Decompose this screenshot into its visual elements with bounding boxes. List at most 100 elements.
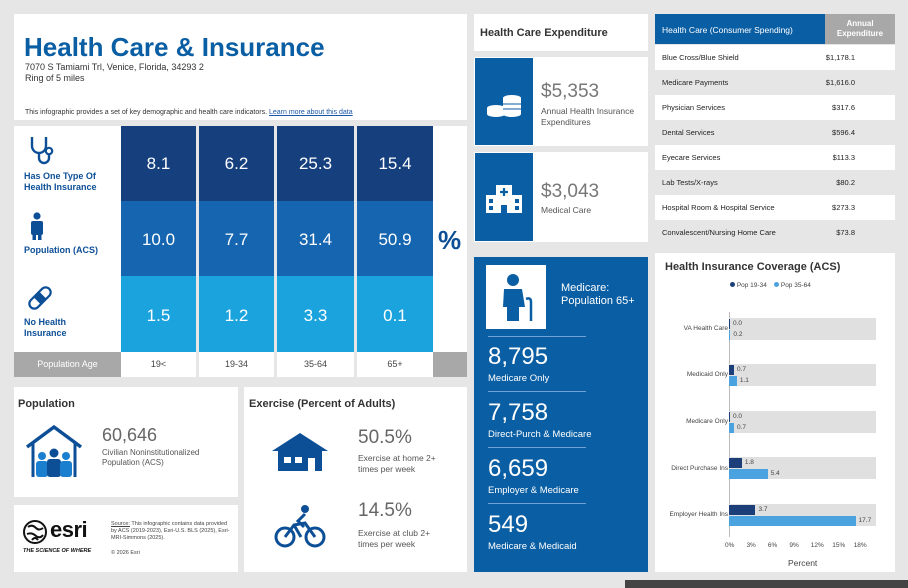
column-header-value: Annual Expenditure <box>825 14 895 44</box>
chart-legend: Pop 19-34 Pop 35-64 <box>730 282 811 289</box>
header-line: Annual <box>846 19 874 28</box>
row-value: $80.2 <box>836 178 855 187</box>
x-tick-label: 0% <box>725 542 735 549</box>
bar-value-label: 0.0 <box>733 320 743 327</box>
percent-sign: % <box>438 225 462 255</box>
value-cell: 7.7 <box>199 201 274 276</box>
category-background <box>729 318 876 340</box>
expenditure-heading-panel: Health Care Expenditure <box>474 14 648 51</box>
expenditure-insurance-card: $5,353 Annual Health Insurance Expenditu… <box>474 57 648 146</box>
bar-value-label: 1.1 <box>739 377 749 384</box>
esri-tagline: THE SCIENCE OF WHERE <box>23 548 92 554</box>
value-cell: 6.2 <box>199 126 274 201</box>
employer-medicare-label: Employer & Medicare <box>488 485 579 496</box>
bar-pop-19-34 <box>729 365 734 375</box>
bandage-icon <box>28 286 52 310</box>
bar-pop-19-34 <box>729 505 756 515</box>
row-name: Hospital Room & Hospital Service <box>662 203 775 212</box>
family-house-icon <box>25 424 83 477</box>
medicare-only-label: Medicare Only <box>488 373 550 384</box>
exercise-home-value: 50.5% <box>358 427 412 448</box>
divider <box>488 447 586 448</box>
value-cell: 10.0 <box>121 201 196 276</box>
source-label: Source: <box>111 521 130 527</box>
source-line: Source: This infographic contains data p… <box>111 521 230 528</box>
row-name: Medicare Payments <box>662 78 729 87</box>
age-label: 65+ <box>357 352 433 377</box>
description-text: This infographic provides a set of key d… <box>25 109 268 116</box>
direct-purch-value: 7,758 <box>488 399 549 426</box>
value-cell: 3.3 <box>277 276 354 352</box>
exercise-home-line1: Exercise at home 2+ <box>358 453 436 463</box>
population-label-1: Civilian Noninstitutionalized <box>102 448 200 457</box>
value-text: 15.4 <box>378 154 412 173</box>
label-line: Has One Type Of <box>24 171 96 181</box>
chart-title: Health Insurance Coverage (ACS) <box>665 261 841 273</box>
value-cell: 1.2 <box>199 276 274 352</box>
row-value: $596.4 <box>832 128 855 137</box>
age-label: 19-34 <box>199 352 274 377</box>
exercise-club-line2: times per week <box>358 539 416 549</box>
x-tick-label: 18% <box>853 542 867 549</box>
x-tick-label: 12% <box>810 542 824 549</box>
medicare-panel <box>474 257 648 572</box>
bar-value-label: 0.2 <box>733 331 743 338</box>
copyright: © 2026 Esri <box>111 550 140 556</box>
value-cell: 8.1 <box>121 126 196 201</box>
description: This infographic provides a set of key d… <box>25 109 353 116</box>
table-row: Blue Cross/Blue Shield $1,178.1 <box>655 45 895 70</box>
table-row: Medicare Payments $1,616.0 <box>655 70 895 95</box>
bar-pop-35-64 <box>729 376 737 386</box>
divider <box>488 336 586 337</box>
exercise-heading: Exercise (Percent of Adults) <box>249 398 396 410</box>
legend-label: Pop 19-34 <box>736 282 767 289</box>
row-name: Dental Services <box>662 128 715 137</box>
table-row: Hospital Room & Hospital Service $273.3 <box>655 195 895 220</box>
column-header-category: Health Care (Consumer Spending) <box>655 14 825 44</box>
exercise-home-line2: times per week <box>358 464 416 474</box>
x-axis-label: Percent <box>788 558 818 568</box>
value-text: 6.2 <box>224 154 249 173</box>
value-cell: 0.1 <box>357 276 433 352</box>
source-line: MRI-Simmons (2025). <box>111 535 165 541</box>
category-label: Medicaid Only <box>686 371 728 378</box>
divider <box>488 503 586 504</box>
population-panel: Population 60,646 Civilian Noninstitutio… <box>14 387 238 497</box>
bar-pop-19-34 <box>729 319 730 329</box>
bar-value-label: 1.8 <box>744 459 754 466</box>
value-cell: 50.9 <box>357 201 433 276</box>
bar-pop-35-64 <box>729 516 856 526</box>
coins-tile <box>475 58 533 145</box>
table-row: Convalescent/Nursing Home Care $73.8 <box>655 220 895 245</box>
exercise-club-line1: Exercise at club 2+ <box>358 528 431 538</box>
person-icon <box>31 212 43 240</box>
population-value: 60,646 <box>102 425 158 445</box>
insurance-expenditure-line1: Annual Health Insurance <box>541 106 635 116</box>
elderly-person-icon <box>503 274 533 321</box>
value-text: 7.7 <box>224 230 249 249</box>
value-text: 31.4 <box>298 230 333 249</box>
bar-pop-19-34 <box>729 458 742 468</box>
bar-value-label: 0.7 <box>737 366 747 373</box>
medicare-only-value: 8,795 <box>488 343 549 370</box>
row-name: Eyecare Services <box>662 153 721 162</box>
x-tick-label: 3% <box>746 542 756 549</box>
esri-logo: esri <box>50 517 88 542</box>
row-name: Blue Cross/Blue Shield <box>662 53 739 62</box>
footer-accent-bar <box>625 580 908 588</box>
legend-swatch <box>730 282 735 287</box>
page-title: Health Care & Insurance <box>24 32 325 62</box>
population-age-label: Population Age <box>14 352 121 377</box>
age-label: 19< <box>121 352 196 377</box>
employer-medicare-value: 6,659 <box>488 455 549 482</box>
bicycle-icon <box>274 505 326 548</box>
stethoscope-icon <box>30 137 54 165</box>
percent-column <box>433 126 467 352</box>
learn-more-link[interactable]: Learn more about this data <box>268 109 353 116</box>
medicare-medicaid-label: Medicare & Medicaid <box>488 541 577 552</box>
source-line-text: This infographic contains data provided <box>131 521 228 527</box>
row-label-uninsured-text: No Health Insurance <box>24 317 67 339</box>
row-value: $317.6 <box>832 103 855 112</box>
hospital-icon <box>486 185 522 213</box>
house-icon <box>272 433 328 471</box>
